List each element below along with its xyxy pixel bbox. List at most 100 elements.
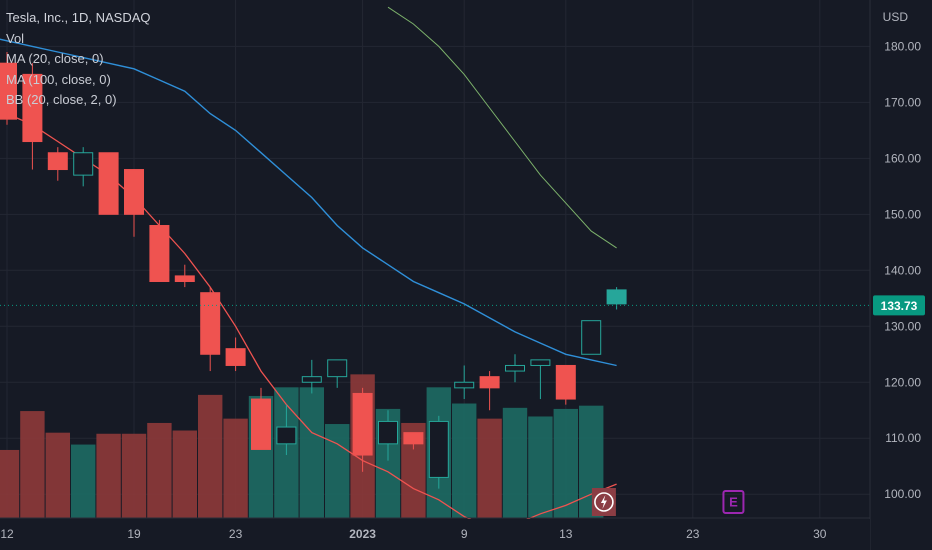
candle-body xyxy=(98,152,119,215)
candle xyxy=(47,147,68,181)
candle-body xyxy=(352,392,373,456)
candle xyxy=(479,371,500,411)
earnings-label: E xyxy=(729,495,738,510)
earnings-icon xyxy=(722,490,745,514)
candle-body xyxy=(428,420,449,478)
bollinger-upper-line xyxy=(387,6,617,249)
candle xyxy=(22,63,43,170)
lightning-icon-circle xyxy=(594,492,614,512)
candle-body xyxy=(555,364,576,400)
candle xyxy=(301,359,322,394)
volume-bar xyxy=(20,411,45,518)
candle-body xyxy=(479,376,500,389)
candle-body xyxy=(606,289,627,305)
volume-bar xyxy=(477,418,502,518)
volume-bar xyxy=(172,430,197,518)
candle-body xyxy=(327,359,348,378)
ma100-line xyxy=(0,38,617,367)
candle xyxy=(581,320,602,355)
candle xyxy=(149,219,170,282)
candle xyxy=(124,169,144,237)
candle xyxy=(174,264,195,288)
candle-body xyxy=(200,292,221,355)
legend-ma100[interactable]: MA (100, close, 0) xyxy=(6,71,111,87)
price-axis-currency: USD xyxy=(883,10,909,24)
time-tick-label: 12 xyxy=(0,527,14,541)
price-tick-label: 100.00 xyxy=(884,487,921,501)
candle-body xyxy=(251,398,271,450)
price-axis-background xyxy=(871,0,932,550)
price-tick-label: 140.00 xyxy=(884,263,921,277)
event-earnings-marker[interactable]: E xyxy=(722,490,745,514)
time-tick-label: 23 xyxy=(229,527,243,541)
price-tick-label: 120.00 xyxy=(884,375,921,389)
price-tick-label: 170.00 xyxy=(884,95,921,109)
volume-bar xyxy=(223,418,248,518)
candle-body xyxy=(47,152,68,171)
time-tick-label: 19 xyxy=(127,527,141,541)
candle xyxy=(555,364,576,405)
candle xyxy=(606,287,627,310)
time-tick-label: 2023 xyxy=(349,527,376,541)
candle-body xyxy=(378,420,398,445)
candle xyxy=(378,410,398,461)
lightning-icon xyxy=(600,495,607,509)
chart-legend: Tesla, Inc., 1D, NASDAQ Vol MA (20, clos… xyxy=(6,8,151,111)
candle xyxy=(73,147,94,187)
candle-body xyxy=(454,381,475,389)
candle xyxy=(327,359,348,388)
volume-bar xyxy=(147,422,172,518)
candle-body xyxy=(174,275,195,282)
time-axis: 12 19 23 2023 9 13 23 30 xyxy=(0,517,870,550)
event-lightning-marker[interactable] xyxy=(591,488,616,516)
price-tick-label: 180.00 xyxy=(884,39,921,53)
time-axis-background xyxy=(0,519,870,550)
legend-bb[interactable]: BB (20, close, 2, 0) xyxy=(6,92,117,107)
candle-body xyxy=(403,432,424,445)
volume-bar xyxy=(45,432,70,518)
candle-body xyxy=(149,225,170,282)
candle-body xyxy=(301,376,322,383)
candle xyxy=(352,387,373,472)
time-tick-label: 9 xyxy=(461,527,468,541)
volume-bar xyxy=(528,416,553,518)
candle xyxy=(200,287,221,372)
volume-bar xyxy=(71,444,96,518)
candle xyxy=(0,51,17,125)
candle-body xyxy=(22,73,43,143)
candle xyxy=(454,365,475,400)
price-tick-label: 160.00 xyxy=(884,151,921,165)
candle-body xyxy=(124,169,144,215)
candle-body xyxy=(276,426,297,445)
candle-body xyxy=(73,152,94,176)
volume-bar xyxy=(553,408,578,518)
time-tick-label: 13 xyxy=(559,527,573,541)
legend-vol[interactable]: Vol xyxy=(6,30,25,46)
candle xyxy=(530,359,551,400)
candle xyxy=(225,337,246,372)
last-price-badge-label: 133.73 xyxy=(881,299,918,313)
last-price-badge-background xyxy=(873,295,925,316)
price-tick-label: 110.00 xyxy=(885,431,921,445)
candle-body xyxy=(581,320,602,355)
volume-bar xyxy=(299,387,324,518)
candle xyxy=(251,387,271,450)
volume-bar xyxy=(198,394,223,518)
volume-bar xyxy=(96,433,121,518)
legend-ma20[interactable]: MA (20, close, 0) xyxy=(6,51,104,66)
candle-body xyxy=(505,364,525,372)
candles xyxy=(0,51,627,489)
volume-bar xyxy=(502,407,528,518)
candle-body xyxy=(225,348,246,366)
legend-symbol-title[interactable]: Tesla, Inc., 1D, NASDAQ xyxy=(6,10,151,25)
volume-bar xyxy=(325,424,350,518)
candle xyxy=(98,152,119,215)
price-axis: USD 180.00 170.00 160.00 150.00 140.00 130.00 1… xyxy=(869,0,932,550)
candle-body xyxy=(530,359,551,366)
volume-bar xyxy=(452,403,477,518)
candle-body xyxy=(0,62,17,120)
time-tick-label: 30 xyxy=(813,527,827,541)
volume-bars xyxy=(0,374,604,518)
